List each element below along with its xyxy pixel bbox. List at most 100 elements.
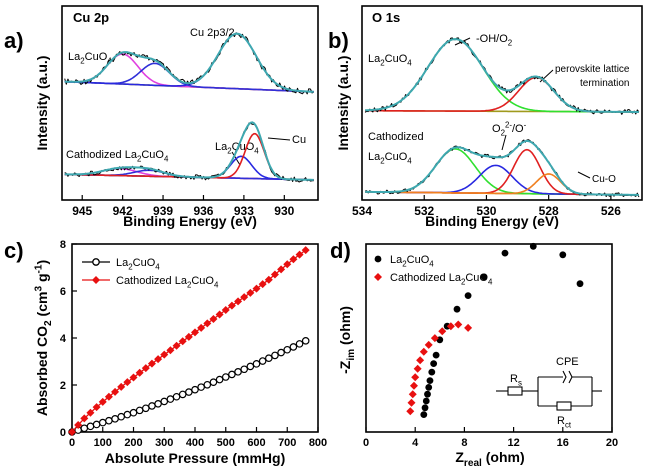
x-tick-label: 300	[155, 437, 173, 449]
data-point	[424, 390, 431, 398]
data-point	[246, 288, 255, 297]
data-point	[234, 297, 243, 306]
series-line	[71, 249, 307, 433]
x-tick-label: 4	[412, 437, 419, 449]
data-point	[215, 375, 224, 384]
legend-label-cathodized: Cathodized La2CuO4	[390, 272, 493, 286]
plot-frame	[365, 243, 613, 433]
data-point	[432, 351, 440, 359]
upper-satellite-peak	[64, 62, 314, 93]
data-point	[80, 424, 89, 433]
legend-marker-la2cuo4	[374, 255, 382, 263]
y-tick-label: 0	[60, 427, 66, 439]
data-point	[160, 350, 169, 359]
panel-c-co2-adsorption: 0 100 200 300 400 500 600 700 800 0 2 4 6 8 Absolute P…	[33, 239, 327, 466]
resistor-rs	[507, 386, 523, 396]
y-tick-label: 8	[60, 239, 66, 251]
leader-line	[267, 137, 291, 141]
x-tick-label: 100	[94, 437, 112, 449]
x-tick-label: 16	[557, 437, 569, 449]
upper-label: La2CuO4	[68, 51, 112, 65]
data-point	[172, 341, 181, 350]
y-tick-label: 6	[60, 286, 66, 298]
x-tick-label: 933	[234, 204, 254, 218]
data-point	[464, 292, 472, 299]
y-axis-label: Absorbed CO2 (cm3 g-1)	[33, 260, 54, 416]
data-point	[92, 403, 101, 412]
data-point	[123, 378, 132, 387]
data-point	[295, 340, 304, 348]
upper-fit	[64, 32, 314, 93]
data-point	[289, 255, 298, 264]
data-point	[178, 390, 187, 399]
data-point	[111, 415, 119, 423]
data-point	[428, 368, 436, 376]
data-point	[172, 392, 181, 401]
data-point	[104, 392, 113, 401]
annotation-termination: termination	[580, 78, 629, 89]
panel-b-xps-o1s: 534 532 530 528 526 Binding Energy (eV) Intens…	[335, 5, 643, 229]
data-point	[197, 383, 205, 391]
x-axis-label: Binding Energy (eV)	[123, 213, 257, 229]
data-point	[221, 373, 230, 381]
label-rs: Rs	[510, 373, 522, 387]
y-tick-label: 2	[60, 380, 66, 392]
annotation-lattice: perovskite lattice	[555, 64, 630, 75]
data-point	[178, 337, 187, 346]
data-point	[252, 284, 261, 293]
chart-title: O 1s	[372, 10, 400, 25]
data-point	[264, 354, 273, 363]
legend-label-la2cuo4: La2CuO4	[116, 257, 160, 271]
x-tick-label: 532	[414, 204, 434, 218]
x-tick-label: 939	[153, 204, 173, 218]
annotation-cu2p32: Cu 2p3/2	[190, 27, 235, 39]
data-point	[86, 422, 95, 431]
x-tick-label: 945	[72, 204, 92, 218]
peak-label-cu2plus: La2CuO4	[215, 141, 259, 155]
leader-line	[577, 171, 591, 179]
data-point	[289, 343, 298, 351]
data-point	[277, 348, 285, 357]
lower-label-line2: La2CuO4	[368, 151, 412, 165]
data-point	[454, 320, 463, 329]
x-tick-label: 0	[69, 437, 75, 449]
x-tick-label: 600	[247, 437, 265, 449]
x-tick-label: 530	[476, 204, 496, 218]
y-axis-label: Intensity (a.u.)	[34, 56, 50, 151]
x-tick-label: 12	[507, 437, 519, 449]
data-point	[234, 368, 242, 376]
x-tick-label: 20	[606, 437, 618, 449]
lower-label: Cathodized La2CuO4	[66, 149, 169, 163]
x-axis-label: Absolute Pressure (mmHg)	[105, 450, 285, 466]
data-point	[559, 251, 567, 259]
data-point	[105, 416, 113, 425]
plot-frame	[361, 5, 643, 201]
data-point	[92, 420, 101, 429]
legend-label-la2cuo4: La2CuO4	[390, 254, 434, 268]
data-point	[142, 404, 150, 413]
data-point	[424, 340, 433, 349]
data-point	[185, 388, 193, 396]
data-point	[191, 328, 199, 337]
data-point	[166, 346, 175, 355]
legend-label-cathodized: Cathodized La2CuO4	[116, 275, 219, 289]
data-point	[295, 250, 304, 259]
data-point	[283, 345, 292, 354]
data-point	[86, 408, 95, 417]
data-point	[215, 310, 224, 319]
label-rct: Rct	[557, 415, 572, 429]
annotation-peroxide: O22-/O-	[492, 121, 527, 138]
legend: La2CuO4 Cathodized La2CuO4	[82, 257, 219, 289]
panel-a-xps-cu2p: 945 942 939 936 933 930 Binding Energy (eV) Int…	[34, 5, 319, 229]
data-point	[258, 357, 267, 365]
x-tick-label: 942	[113, 204, 133, 218]
leader-line	[501, 134, 507, 151]
data-point	[430, 360, 438, 367]
panel-b-letter: b)	[328, 28, 349, 53]
equivalent-circuit-inset: Rs CPE Rct	[496, 356, 602, 429]
x-tick-label: 8	[461, 437, 467, 449]
x-tick-label: 800	[309, 437, 327, 449]
data-point	[141, 364, 150, 373]
peak-label-cu: Cu	[292, 134, 306, 146]
